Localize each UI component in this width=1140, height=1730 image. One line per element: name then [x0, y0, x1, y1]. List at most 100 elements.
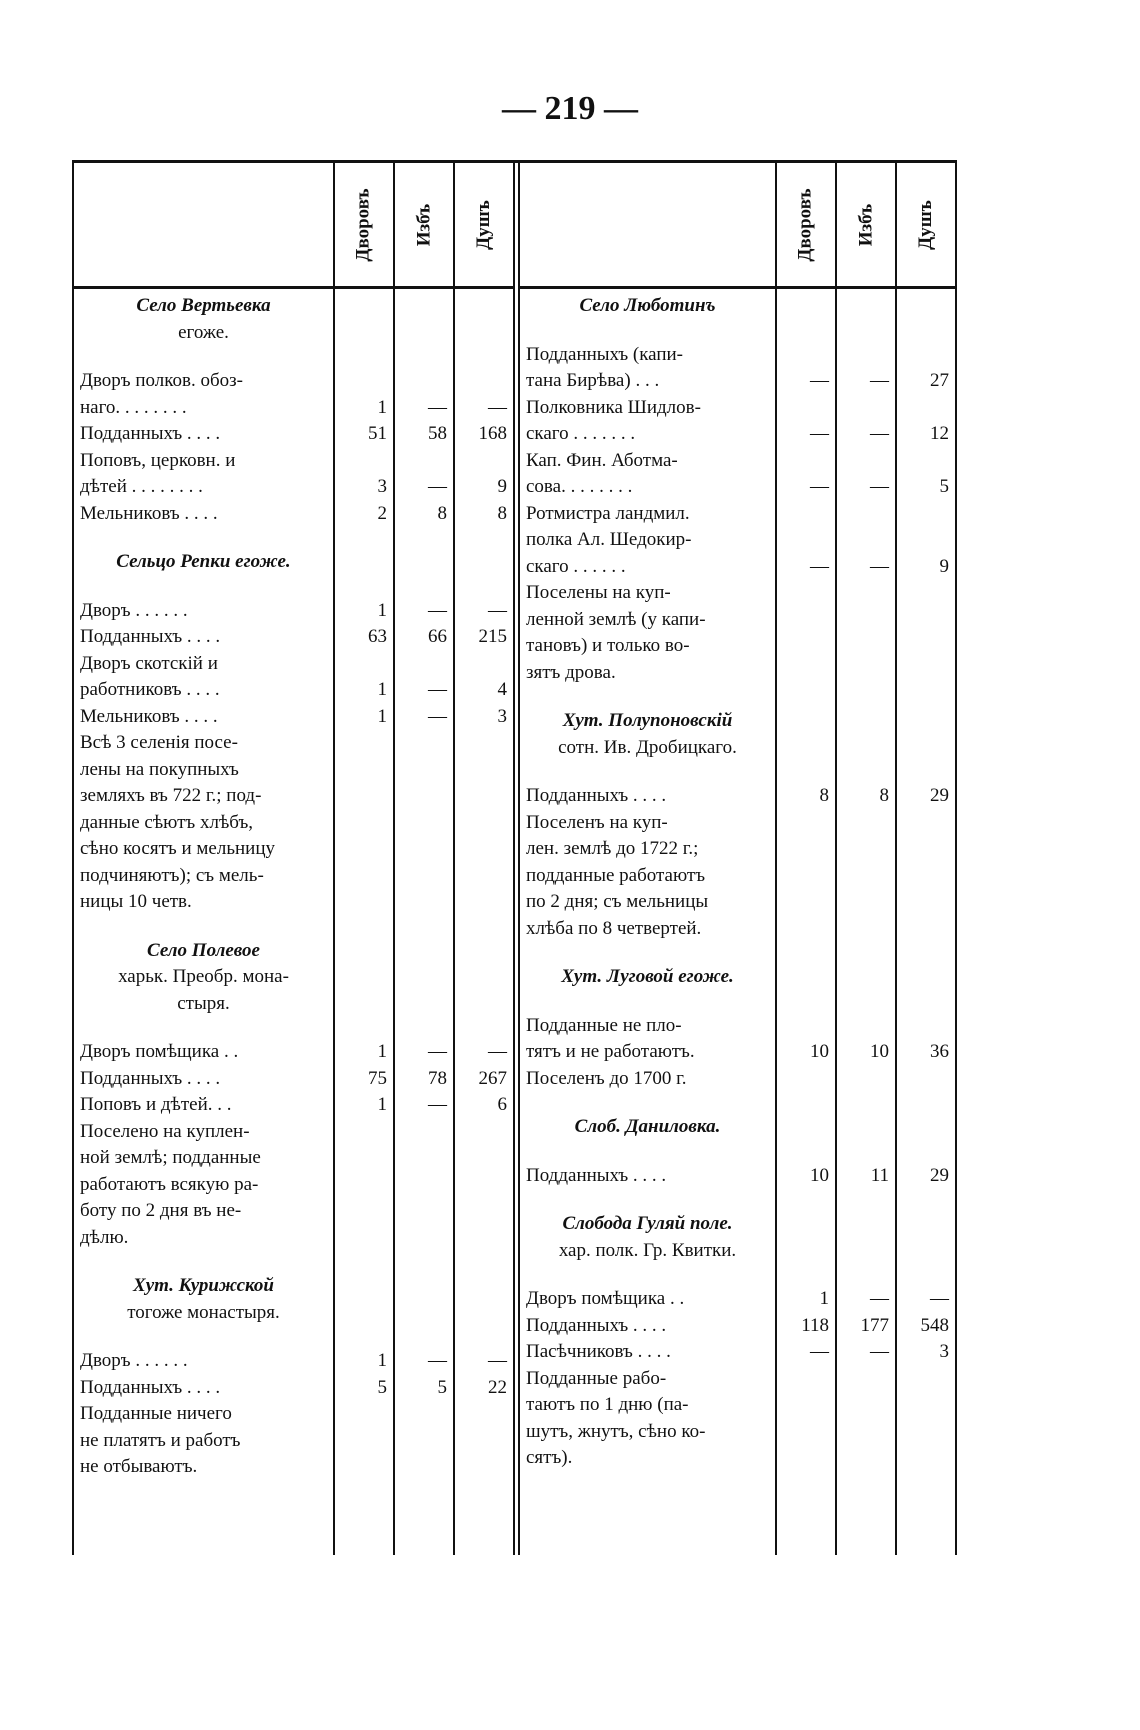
section-heading: Село Люботинъ: [579, 295, 716, 316]
row-value: 3: [497, 705, 508, 727]
row-value: 1: [377, 599, 388, 621]
row-text: Поселенъ на куп-: [526, 811, 668, 833]
row-text: боту по 2 дня въ не-: [80, 1200, 242, 1221]
row-value: 5: [939, 476, 950, 497]
row-value: —: [428, 1350, 447, 1371]
row-text: сова. . . . . . . .: [526, 476, 633, 497]
row-text: сѣно косятъ и мельницу: [80, 838, 275, 859]
row-text: Дворъ полков. обоз-: [80, 370, 244, 391]
spacer: [80, 1017, 327, 1039]
row-value: 10: [810, 1041, 829, 1062]
section-heading: Слобода Гуляй поле.: [562, 1213, 733, 1234]
row-text: Подданныхъ . . . .: [80, 626, 221, 647]
row-value: 168: [478, 423, 508, 444]
row-value: 1: [377, 396, 388, 418]
row-value: 1: [377, 705, 388, 727]
column-label: Дворовъ: [795, 187, 817, 262]
spacer: [526, 1264, 769, 1286]
row-value: 1: [377, 1094, 388, 1115]
row-value: 29: [930, 785, 949, 806]
row-value: —: [488, 1041, 507, 1062]
row-text: Дворъ скотскій и: [80, 652, 218, 674]
value-column: 27 12 5 9 29 36 29 — 548 3: [895, 289, 955, 1555]
row-text: Дворъ . . . . . .: [80, 1350, 188, 1371]
section-heading: Село Вертьевка: [136, 295, 271, 316]
row-value: —: [870, 423, 889, 444]
row-text: ницы 10 четв.: [80, 891, 192, 912]
row-text: Мельниковъ . . . .: [80, 705, 218, 727]
row-value: —: [810, 1341, 829, 1362]
row-text: ной землѣ; подданные: [80, 1147, 261, 1168]
row-text: Дворъ помѣщика . .: [80, 1041, 239, 1062]
row-text: данные сѣютъ хлѣбъ,: [80, 811, 254, 833]
row-text: зятъ дрова.: [526, 661, 616, 683]
row-value: —: [870, 555, 889, 577]
section-heading: Хут. Курижской: [133, 1275, 274, 1296]
row-text: Поповъ и дѣтей. . .: [80, 1094, 232, 1115]
row-value: 118: [801, 1314, 829, 1336]
spacer: [80, 527, 327, 549]
row-text: Ротмистра ландмил.: [526, 502, 690, 524]
row-value: —: [870, 370, 889, 391]
column-label: Душъ: [472, 199, 494, 250]
row-value: 11: [870, 1164, 889, 1186]
spacer: [526, 1092, 769, 1114]
row-value: 8: [819, 785, 830, 806]
row-text: подданные работаютъ: [526, 864, 706, 886]
row-text: Дворъ . . . . . .: [80, 599, 188, 621]
row-value: 27: [930, 370, 949, 391]
text-column: Село Вертьевка егоже. Дворъ полков. обоз-н…: [74, 289, 333, 1555]
row-value: 8: [437, 502, 448, 524]
row-text: работаютъ всякую ра-: [80, 1173, 259, 1195]
column-label: Избъ: [413, 203, 434, 246]
row-value: 36: [930, 1041, 949, 1062]
row-value: 63: [368, 626, 387, 647]
row-text: Подданныхъ . . . .: [526, 1314, 667, 1336]
row-text: дѣтей . . . . . . . .: [80, 476, 203, 497]
row-text: не платятъ и работъ: [80, 1429, 241, 1451]
row-text: Дворъ помѣщика . .: [526, 1288, 685, 1309]
row-text: Подданныхъ (капи-: [526, 343, 684, 365]
row-text: тановъ) и только во-: [526, 635, 690, 656]
row-value: —: [428, 396, 447, 418]
row-value: —: [810, 476, 829, 497]
row-value: 10: [870, 1041, 889, 1062]
row-value: —: [488, 599, 507, 621]
section-heading: Хут. Полупоновскій: [562, 710, 733, 731]
row-value: 66: [428, 626, 447, 647]
header-cell: Избъ: [393, 163, 453, 286]
header-row: Дворовъ Избъ Душъ: [74, 163, 513, 289]
spacer: [80, 916, 327, 938]
row-value: 6: [497, 1094, 508, 1115]
value-column: — — — — 8 10 10 1 118 —: [775, 289, 835, 1555]
row-value: —: [810, 370, 829, 391]
row-value: —: [428, 705, 447, 727]
spacer: [526, 761, 769, 783]
spacer: [526, 320, 769, 342]
row-text: Подданные рабо-: [526, 1367, 667, 1389]
row-value: 267: [478, 1067, 508, 1089]
spacer: [526, 686, 769, 708]
header-blank: [74, 163, 333, 286]
section-heading: Сельцо Репки егоже.: [116, 551, 291, 572]
row-value: 5: [437, 1376, 448, 1398]
row-text: хлѣба по 8 четвертей.: [526, 917, 702, 939]
row-text: Подданные ничего: [80, 1403, 232, 1424]
row-text: работниковъ . . . .: [80, 679, 220, 700]
table: Дворовъ Избъ Душъ Село Вертьевка егоже. Дворъ…: [72, 160, 957, 1555]
row-value: 5: [377, 1376, 388, 1398]
section-heading: тогоже монастыря.: [127, 1301, 280, 1323]
row-text: тана Бирѣва) . . .: [526, 370, 660, 391]
row-text: таютъ по 1 дню (па-: [526, 1394, 689, 1415]
table-half: Дворовъ Избъ Душъ Село Вертьевка егоже. Дворъ…: [72, 163, 520, 1555]
row-value: —: [488, 396, 507, 418]
row-value: —: [930, 1288, 949, 1309]
header-cell: Избъ: [835, 163, 895, 286]
row-text: Поселено на куплен-: [80, 1120, 250, 1142]
row-text: Подданныхъ . . . .: [526, 1164, 667, 1186]
column-label: Душъ: [914, 199, 936, 250]
header-row: Дворовъ Избъ Душъ: [520, 163, 955, 289]
row-value: —: [428, 476, 447, 497]
section-heading: Хут. Луговой егоже.: [561, 966, 734, 987]
